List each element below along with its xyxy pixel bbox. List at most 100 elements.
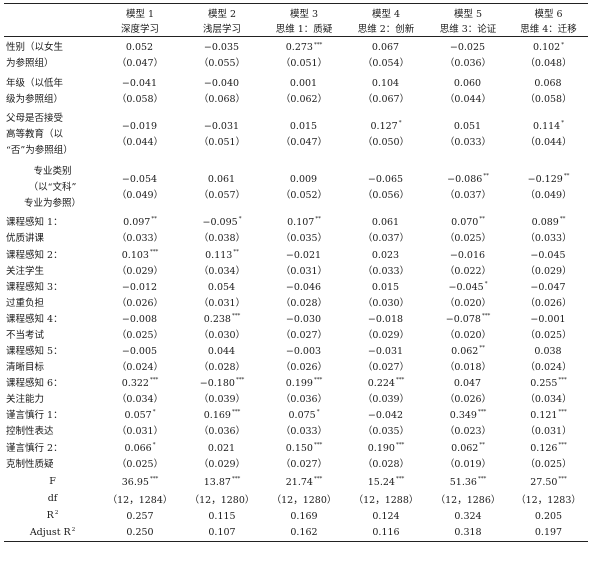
coefficient-value: 0.199: [285, 377, 313, 389]
coefficient-value: 0.273: [285, 42, 313, 54]
coefficient-value: −0.041: [121, 77, 158, 89]
stat-value: 0.124: [372, 510, 400, 522]
stat-row-adjr2: Adjust R2 0.250 0.107 0.162 0.116 0.318 0.197: [4, 524, 588, 542]
significance-marker: ***: [477, 409, 487, 416]
standard-error: （0.031）: [198, 297, 246, 309]
coefficient-cell: 0.103*** （0.029）: [99, 248, 181, 280]
coefficient-cell: −0.035 （0.055）: [181, 37, 263, 76]
coefficient-cell: 0.190*** （0.028）: [345, 440, 427, 474]
variable-label: 课程感知 4： 不当考试: [4, 312, 99, 344]
coefficient-cell: 0.121*** （0.031）: [509, 408, 588, 440]
variable-label-line: 年级（以低年: [6, 77, 64, 89]
stat-value: 0.318: [454, 527, 482, 539]
coefficient-value: −0.012: [121, 281, 158, 293]
standard-error: （0.034）: [198, 265, 246, 277]
coefficient-value: 0.150: [285, 442, 313, 454]
coefficient-cell: −0.046 （0.028）: [263, 280, 345, 312]
significance-marker: *: [238, 216, 242, 223]
variable-row: 谨言慎行 2： 克制性质疑 0.066* （0.025） 0.021 （0.029） 0.1…: [4, 440, 588, 474]
variable-label: 课程感知 2： 关注学生: [4, 248, 99, 280]
coefficient-value: −0.035: [203, 42, 240, 54]
coefficient-value: 0.023: [371, 249, 400, 261]
stat-value-cell: 13.87***: [181, 474, 263, 491]
coefficient-value: −0.129: [527, 173, 563, 185]
coefficient-value: 0.349: [449, 409, 477, 421]
stat-value-cell: 0.162: [263, 524, 345, 542]
stat-value: 0.115: [208, 510, 236, 522]
stat-value: 0.250: [126, 527, 154, 539]
stat-value-cell: 0.124: [345, 508, 427, 525]
stat-label-text: F: [49, 476, 56, 487]
standard-error: （0.030）: [362, 297, 410, 309]
variable-label: 谨言慎行 2： 克制性质疑: [4, 440, 99, 474]
variable-row: 专业类别 （以“文科” 专业为参照） −0.054 （0.049） 0.061 （0.057…: [4, 162, 588, 214]
standard-error: （0.025）: [525, 458, 572, 470]
coefficient-value: −0.021: [285, 249, 322, 261]
model-2-header: 模型 2: [181, 3, 263, 20]
variable-label-line: 课程感知 4：: [6, 313, 63, 325]
stat-value: 0.197: [534, 527, 563, 539]
variable-label-line: “否”为参照组）: [6, 144, 73, 156]
stat-value: （12，1288）: [353, 495, 419, 506]
variable-label-line: 控制性表达: [6, 425, 54, 437]
stat-label: Adjust R2: [4, 524, 99, 542]
coefficient-cell: 0.061 （0.057）: [181, 162, 263, 214]
coefficient-cell: −0.008 （0.025）: [99, 312, 181, 344]
stat-value-cell: 0.107: [181, 524, 263, 542]
coefficient-cell: −0.047 （0.026）: [509, 280, 588, 312]
coefficient-value: 0.051: [453, 120, 482, 132]
coefficient-value: 0.127: [370, 120, 398, 132]
significance-marker: ***: [235, 377, 245, 384]
significance-marker: ***: [313, 442, 323, 449]
variable-label-line: 关注学生: [6, 265, 45, 277]
significance-marker: **: [315, 216, 321, 223]
stat-row-df: df （12，1284） （12，1280） （12，1280） （12，1288） （1…: [4, 491, 588, 508]
model-5-header: 模型 5: [427, 3, 509, 20]
coefficient-value: −0.078: [445, 313, 481, 325]
coefficient-value: 0.015: [289, 120, 318, 132]
coefficient-value: −0.005: [121, 345, 158, 357]
standard-error: （0.031）: [116, 425, 164, 437]
coefficient-cell: 0.322*** （0.034）: [99, 376, 181, 408]
stat-value-cell: （12，1288）: [345, 491, 427, 508]
coefficient-cell: −0.003 （0.026）: [263, 344, 345, 376]
coefficient-value: −0.045: [448, 281, 484, 293]
standard-error: （0.029）: [116, 265, 164, 277]
stat-value: 0.107: [208, 527, 236, 539]
standard-error: （0.028）: [362, 458, 410, 470]
coefficient-value: 0.322: [121, 377, 149, 389]
variable-label-line: 高等教育（以: [6, 128, 64, 140]
coefficient-cell: 0.273*** （0.051）: [263, 37, 345, 76]
variable-label-line: 课程感知 1：: [6, 216, 63, 228]
standard-error: （0.068）: [198, 93, 246, 105]
coefficient-value: −0.054: [121, 173, 158, 185]
significance-marker: ***: [231, 476, 241, 483]
standard-error: （0.025）: [116, 329, 164, 341]
coefficient-value: −0.016: [449, 249, 486, 261]
standard-error: （0.027）: [362, 361, 410, 373]
standard-error: （0.048）: [525, 58, 572, 70]
significance-marker: ***: [149, 476, 159, 483]
significance-marker: **: [483, 173, 489, 180]
standard-error: （0.026）: [525, 297, 572, 309]
significance-marker: ***: [558, 409, 567, 416]
stat-value: 0.116: [372, 527, 400, 539]
coefficient-cell: 0.238*** （0.030）: [181, 312, 263, 344]
significance-marker: *: [484, 281, 488, 288]
stat-value: 27.50: [530, 476, 558, 488]
coefficient-value: −0.065: [367, 173, 404, 185]
significance-marker: ***: [313, 42, 323, 49]
standard-error: （0.028）: [198, 361, 246, 373]
coefficient-value: −0.045: [530, 249, 566, 261]
coefficient-cell: 0.104 （0.067）: [345, 76, 427, 108]
stat-row-r2: R2 0.257 0.115 0.169 0.124 0.324 0.205: [4, 508, 588, 525]
variable-label-line: 不当考试: [6, 329, 45, 341]
coefficient-value: 0.061: [207, 173, 236, 185]
coefficient-value: −0.042: [367, 409, 404, 421]
variable-row: 课程感知 4： 不当考试 −0.008 （0.025） 0.238*** （0.030） −…: [4, 312, 588, 344]
stat-value: （12，1283）: [516, 495, 581, 506]
significance-marker: ***: [395, 442, 405, 449]
coefficient-cell: 0.349*** （0.023）: [427, 408, 509, 440]
standard-error: （0.026）: [116, 297, 164, 309]
